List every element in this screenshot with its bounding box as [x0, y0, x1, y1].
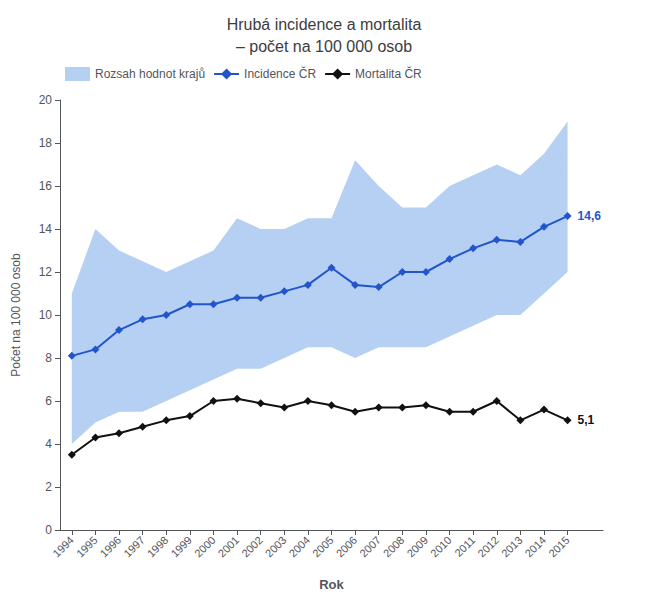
svg-text:10: 10	[39, 308, 53, 322]
svg-text:Rok: Rok	[319, 577, 344, 592]
svg-text:2004: 2004	[286, 534, 312, 560]
svg-text:2015: 2015	[546, 534, 572, 560]
svg-text:16: 16	[39, 179, 53, 193]
svg-text:14,6: 14,6	[578, 209, 602, 223]
svg-text:2014: 2014	[522, 534, 548, 560]
svg-text:1999: 1999	[168, 534, 194, 560]
svg-text:2012: 2012	[475, 534, 501, 560]
svg-text:2008: 2008	[381, 534, 407, 560]
svg-text:1998: 1998	[145, 534, 171, 560]
svg-text:Počet na 100 000 osob: Počet na 100 000 osob	[9, 253, 23, 377]
svg-text:5,1: 5,1	[578, 413, 595, 427]
svg-text:2007: 2007	[357, 534, 383, 560]
svg-text:2001: 2001	[216, 534, 242, 560]
svg-text:Incidence ČR: Incidence ČR	[244, 66, 316, 81]
svg-text:2010: 2010	[428, 534, 454, 560]
svg-text:1994: 1994	[50, 534, 76, 560]
svg-text:12: 12	[39, 265, 53, 279]
svg-text:4: 4	[45, 437, 52, 451]
svg-text:2011: 2011	[452, 534, 477, 559]
svg-text:2013: 2013	[499, 534, 525, 560]
svg-text:20: 20	[39, 93, 53, 107]
svg-text:– počet na 100 000 osob: – počet na 100 000 osob	[236, 38, 412, 55]
svg-text:1996: 1996	[97, 534, 123, 560]
svg-text:6: 6	[45, 394, 52, 408]
svg-text:Mortalita ČR: Mortalita ČR	[355, 66, 422, 81]
svg-text:2005: 2005	[310, 534, 336, 560]
svg-text:2009: 2009	[404, 534, 430, 560]
svg-text:2002: 2002	[239, 534, 265, 560]
svg-text:2: 2	[45, 480, 52, 494]
svg-text:14: 14	[39, 222, 53, 236]
svg-text:Hrubá incidence a mortalita: Hrubá incidence a mortalita	[227, 16, 422, 33]
svg-text:18: 18	[39, 136, 53, 150]
svg-text:2000: 2000	[192, 534, 218, 560]
svg-text:2006: 2006	[334, 534, 360, 560]
svg-text:1997: 1997	[121, 534, 147, 560]
svg-text:1995: 1995	[74, 534, 100, 560]
svg-text:Rozsah hodnot krajů: Rozsah hodnot krajů	[95, 67, 205, 81]
svg-text:2003: 2003	[263, 534, 289, 560]
svg-text:8: 8	[45, 351, 52, 365]
svg-text:0: 0	[45, 523, 52, 537]
